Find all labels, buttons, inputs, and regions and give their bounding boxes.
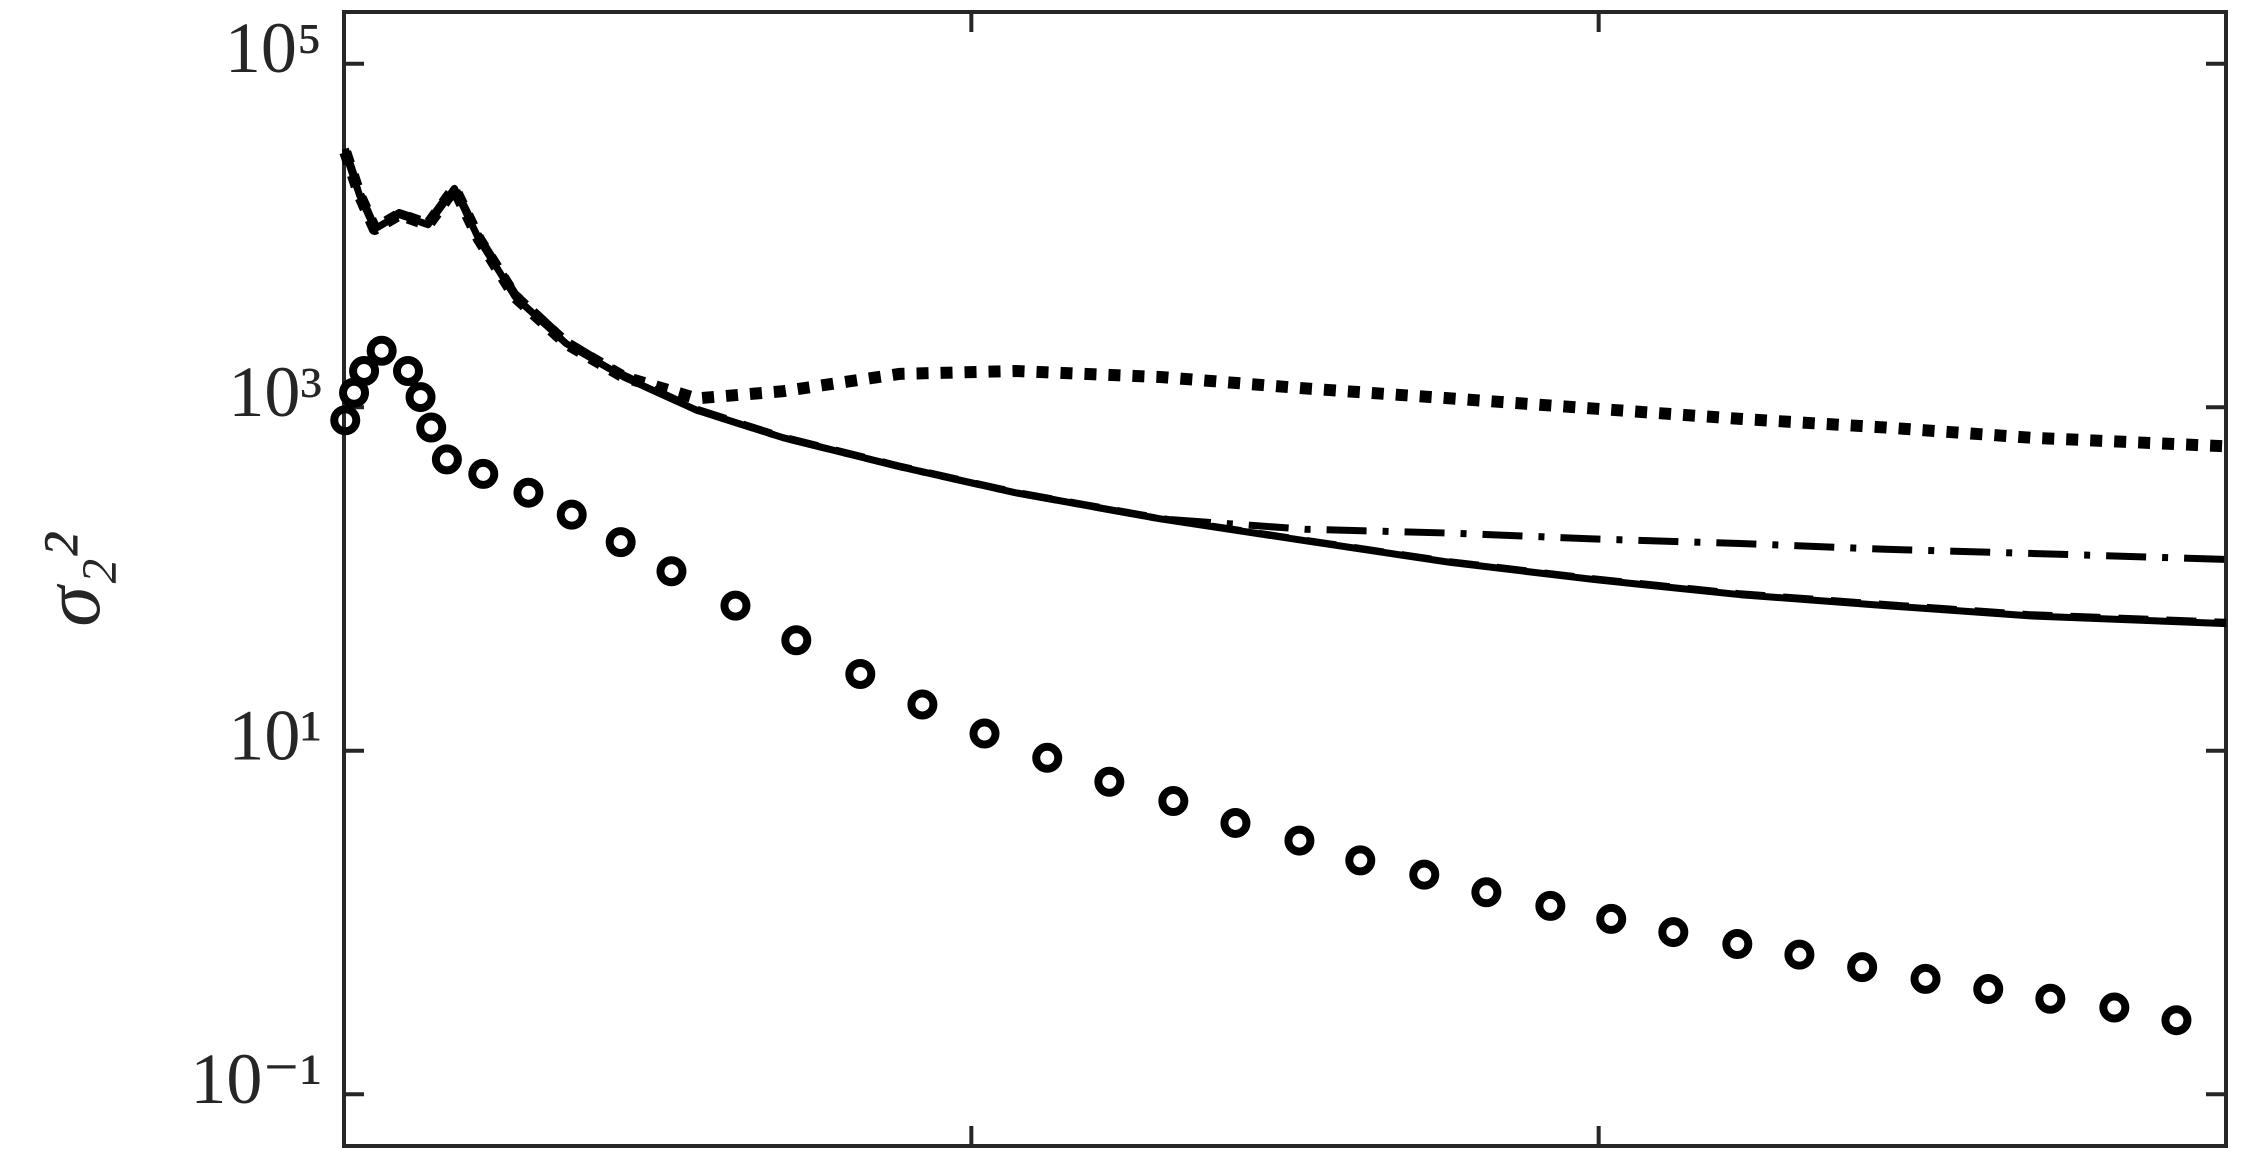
- line-dashed: [341, 147, 2227, 626]
- marker: [349, 355, 380, 386]
- marker: [2161, 1005, 2192, 1036]
- marker: [907, 689, 938, 720]
- marker: [1220, 807, 1251, 838]
- marker: [605, 527, 636, 558]
- marker: [1284, 825, 1315, 856]
- marker: [1032, 742, 1063, 773]
- marker: [416, 412, 447, 443]
- line-dotted: [339, 150, 2227, 453]
- marker: [1973, 974, 2004, 1005]
- plot-frame: [342, 10, 2228, 1148]
- marker: [969, 718, 1000, 749]
- marker: [1409, 859, 1440, 890]
- marker: [556, 499, 587, 530]
- y-tick-label: 10³: [228, 352, 322, 432]
- line-dashdot: [341, 151, 2227, 563]
- marker: [431, 444, 462, 475]
- y-tick-label: 10¹: [228, 695, 322, 775]
- marker: [1158, 785, 1189, 816]
- marker: [781, 625, 812, 656]
- marker: [330, 405, 361, 436]
- marker: [1784, 939, 1815, 970]
- marker: [1658, 917, 1689, 948]
- marker: [405, 382, 436, 413]
- marker: [720, 590, 751, 621]
- marker: [1722, 928, 1753, 959]
- marker: [2099, 992, 2130, 1023]
- y-tick-label: 10⁵: [225, 8, 322, 88]
- marker: [513, 477, 544, 508]
- marker: [1535, 890, 1566, 921]
- marker: [468, 458, 499, 489]
- marker: [1596, 903, 1627, 934]
- marker: [1910, 963, 1941, 994]
- y-axis-label: σ₂²: [26, 532, 117, 627]
- marker: [392, 355, 423, 386]
- marker: [1094, 766, 1125, 797]
- y-tick-label: 10⁻¹: [190, 1039, 322, 1119]
- marker: [1847, 952, 1878, 983]
- marker: [366, 335, 397, 366]
- marker: [656, 556, 687, 587]
- marker: [1345, 845, 1376, 876]
- marker: [1471, 877, 1502, 908]
- marker: [2035, 983, 2066, 1014]
- marker: [845, 658, 876, 689]
